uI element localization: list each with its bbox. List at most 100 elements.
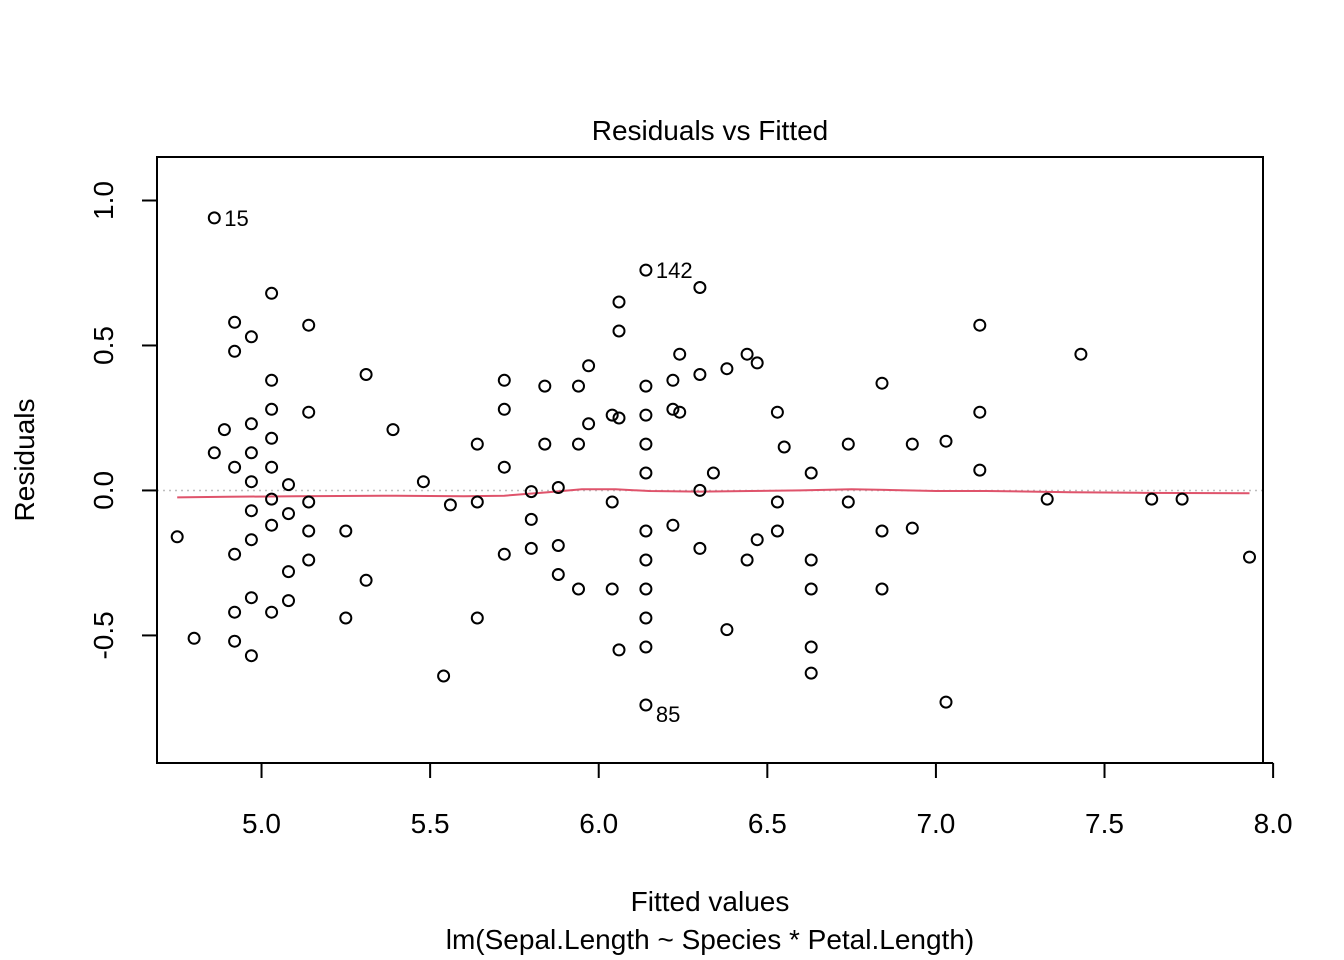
data-point [875, 524, 889, 538]
data-point [804, 640, 818, 654]
data-point [244, 475, 258, 489]
data-point [639, 582, 653, 596]
data-point [612, 643, 626, 657]
data-point [639, 437, 653, 451]
data-point [693, 541, 707, 555]
data-point [639, 640, 653, 654]
data-point [416, 475, 430, 489]
y-axis-label: Residuals [9, 399, 40, 522]
data-point [720, 623, 734, 637]
data-point [804, 666, 818, 680]
data-point [973, 318, 987, 332]
plot-area: 15 142 85 [157, 206, 1263, 727]
data-point [228, 315, 242, 329]
data-point [875, 582, 889, 596]
plot-frame [156, 156, 1264, 764]
x-axis-label: Fitted values [631, 886, 790, 917]
data-point [302, 524, 316, 538]
smooth-line [177, 488, 1250, 499]
data-point [612, 411, 626, 425]
data-point [302, 553, 316, 567]
x-tick-label: 6.5 [748, 808, 787, 839]
data-point [470, 495, 484, 509]
data-point [265, 492, 279, 506]
data-point [217, 423, 231, 437]
data-point [497, 373, 511, 387]
data-point [265, 518, 279, 532]
data-point [282, 594, 295, 608]
data-point [706, 466, 720, 480]
data-point [339, 611, 353, 625]
data-point [265, 286, 279, 300]
point-label: 15 [224, 206, 248, 231]
data-point [244, 533, 258, 547]
y-axis: -0.5 0.0 0.5 1.0 [88, 181, 158, 660]
data-point [639, 553, 653, 567]
x-tick-label: 7.5 [1085, 808, 1124, 839]
data-point [187, 631, 201, 645]
data-point [639, 611, 653, 625]
data-point [693, 368, 707, 381]
data-point [605, 582, 619, 596]
data-point [693, 281, 707, 294]
data-point [750, 533, 764, 547]
data-point [973, 463, 987, 477]
data-point [524, 485, 538, 499]
data-point [228, 605, 242, 619]
data-point [551, 568, 565, 581]
data-point [228, 460, 242, 474]
data-point [939, 695, 953, 709]
data-point [673, 347, 687, 361]
data-point [244, 417, 258, 431]
data-point [666, 518, 680, 532]
data-point [1243, 550, 1256, 564]
data-point [497, 547, 511, 561]
x-axis: 5.0 5.5 6.0 6.5 7.0 7.5 8.0 [242, 762, 1293, 839]
data-point [1145, 492, 1159, 506]
data-point [170, 530, 184, 544]
data-point [875, 376, 889, 390]
data-point [605, 408, 619, 422]
x-tick-label: 6.0 [579, 808, 618, 839]
data-point [605, 495, 619, 509]
data-point [804, 466, 818, 480]
data-point [538, 379, 552, 393]
data-point [639, 466, 653, 480]
data-point [572, 582, 585, 596]
data-point [244, 330, 258, 344]
data-point [228, 547, 242, 561]
data-point [524, 541, 538, 555]
y-tick-label: 1.0 [88, 181, 119, 220]
data-point [207, 446, 221, 460]
data-point [973, 405, 987, 419]
data-point [673, 405, 687, 419]
data-point [770, 495, 784, 509]
data-point [359, 573, 373, 587]
data-point [470, 611, 484, 625]
data-point [497, 460, 511, 474]
data-point [265, 605, 279, 619]
data-point [639, 379, 653, 393]
data-point [302, 405, 316, 419]
data-point [841, 495, 855, 509]
data-point [244, 591, 258, 605]
data-point [265, 460, 279, 474]
x-tick-label: 7.0 [916, 808, 955, 839]
data-point [386, 423, 400, 437]
data-point [612, 295, 626, 309]
data-point [359, 368, 373, 381]
data-point [572, 437, 585, 451]
data-point [524, 512, 538, 526]
data-point [228, 634, 242, 648]
data-point [770, 524, 784, 538]
data-point [282, 478, 295, 492]
data-point [939, 434, 953, 448]
data-point [666, 402, 680, 416]
data-point [666, 373, 680, 387]
y-tick-label: -0.5 [88, 611, 119, 659]
data-point [470, 437, 484, 451]
data-point [1175, 492, 1189, 506]
data-point [302, 495, 316, 509]
x-tick-label: 5.5 [411, 808, 450, 839]
